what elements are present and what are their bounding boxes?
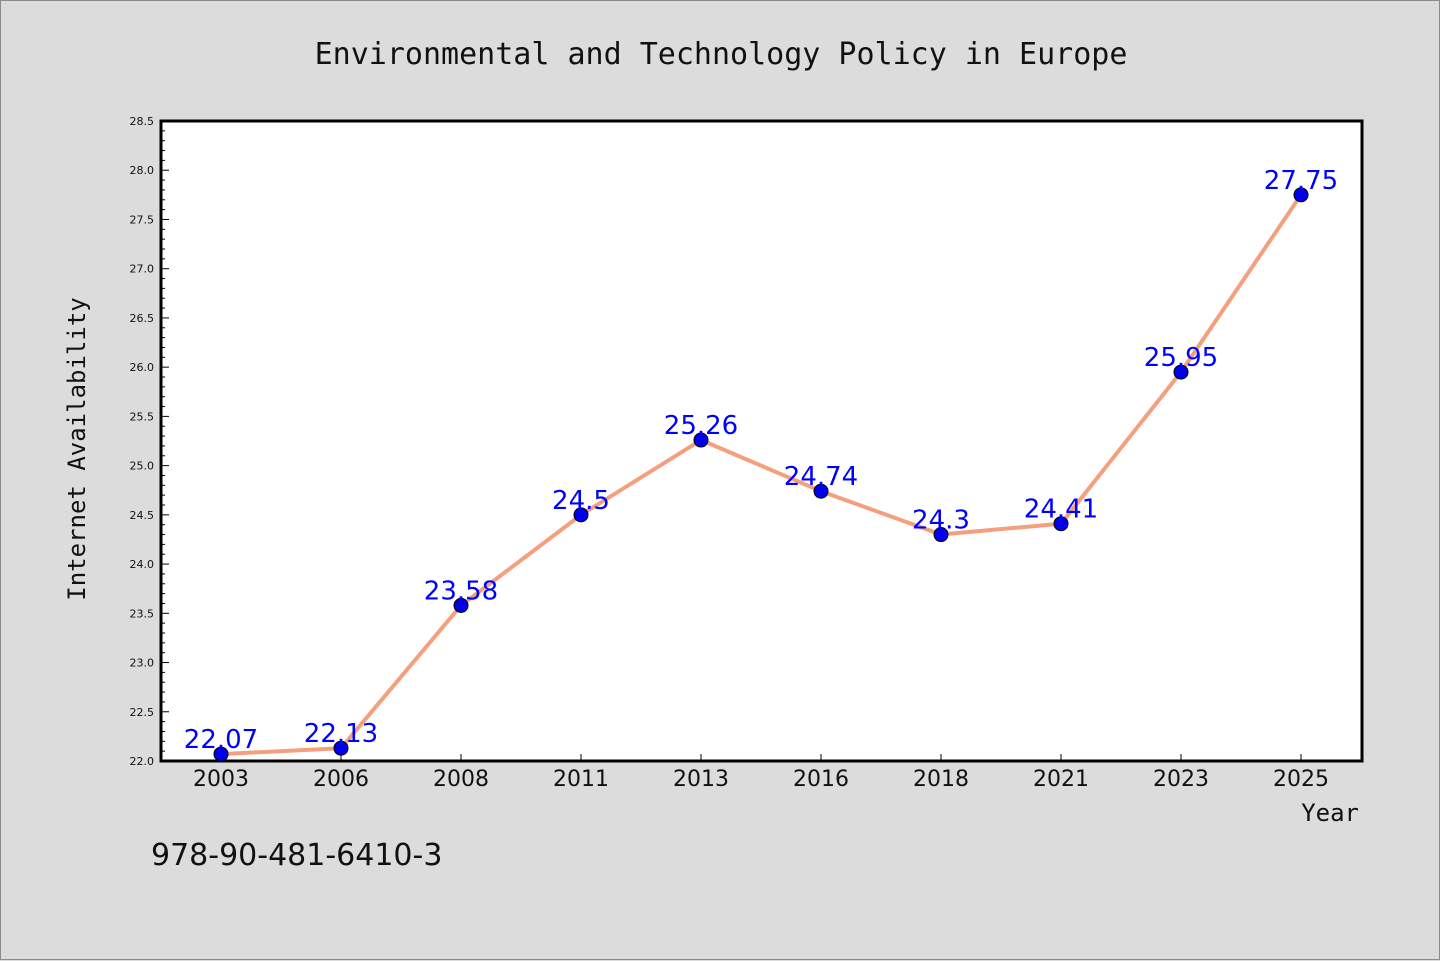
- y-tick-label: 25.0: [130, 460, 155, 473]
- data-label: 22.07: [184, 725, 258, 755]
- data-point: [1173, 364, 1189, 380]
- x-tick-label: 2016: [793, 767, 849, 792]
- data-points: [213, 187, 1309, 762]
- data-label: 22.13: [304, 719, 378, 749]
- data-point: [933, 527, 949, 543]
- chart-title: Environmental and Technology Policy in E…: [315, 37, 1128, 72]
- x-tick-label: 2025: [1273, 767, 1329, 792]
- x-tick-label: 2023: [1153, 767, 1209, 792]
- x-tick-label: 2011: [553, 767, 609, 792]
- data-labels: 22.07 22.13 23.58 24.5 25.26 24.74 24.3 24.41 25…: [184, 166, 1338, 755]
- y-tick-label: 27.5: [130, 213, 155, 226]
- x-axis: 2003 2006 2008 2011 2013 2016 2018 2021 2023 2025: [193, 754, 1329, 792]
- data-label: 25.26: [664, 411, 738, 441]
- y-axis-label: Internet Availability: [63, 297, 91, 600]
- y-tick-label: 28.5: [130, 115, 155, 128]
- y-tick-label: 22.0: [130, 755, 155, 768]
- y-tick-label: 26.5: [130, 312, 155, 325]
- data-point: [213, 746, 229, 762]
- data-label: 24.41: [1024, 495, 1098, 525]
- series-line-group: [220, 193, 1303, 757]
- isbn-text: 978-90-481-6410-3: [151, 838, 442, 873]
- y-tick-label: 28.0: [130, 164, 155, 177]
- y-tick-label: 22.5: [130, 706, 155, 719]
- plot-area: [159, 119, 1364, 763]
- data-label: 23.58: [424, 576, 498, 606]
- x-tick-label: 2006: [313, 767, 369, 792]
- y-axis: 22.0 22.5 23.0 23.5 24.0 24.5 25.0 25.5 26.0 26.5…: [130, 115, 169, 768]
- y-tick-label: 24.5: [130, 509, 155, 522]
- y-tick-label: 25.5: [130, 410, 155, 423]
- y-tick-label: 23.0: [130, 657, 155, 670]
- data-point: [573, 507, 589, 523]
- y-tick-label: 26.0: [130, 361, 155, 374]
- data-point: [333, 740, 349, 756]
- data-label: 25.95: [1144, 343, 1218, 373]
- data-label: 24.74: [784, 462, 858, 492]
- data-point: [453, 597, 469, 613]
- x-tick-label: 2021: [1033, 767, 1089, 792]
- data-point: [1293, 187, 1309, 203]
- x-tick-label: 2013: [673, 767, 729, 792]
- series-line: [220, 193, 1303, 757]
- x-tick-label: 2008: [433, 767, 489, 792]
- y-tick-label: 23.5: [130, 607, 155, 620]
- y-tick-label: 27.0: [130, 263, 155, 276]
- x-tick-label: 2003: [193, 767, 249, 792]
- data-point: [1053, 516, 1069, 532]
- data-point: [693, 432, 709, 448]
- data-point: [813, 483, 829, 499]
- x-axis-label: Year: [1301, 799, 1359, 827]
- y-tick-label: 24.0: [130, 558, 155, 571]
- data-label: 24.3: [912, 506, 970, 536]
- data-label: 24.5: [552, 486, 610, 516]
- x-tick-label: 2018: [913, 767, 969, 792]
- data-label: 27.75: [1264, 166, 1338, 196]
